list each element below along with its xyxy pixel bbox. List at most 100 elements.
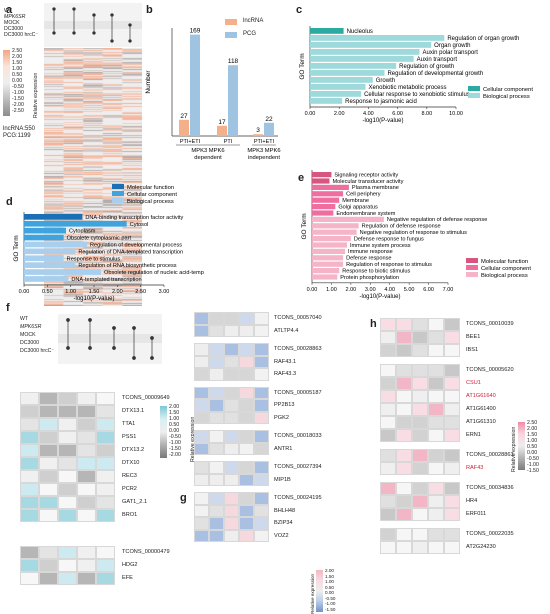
go-bar xyxy=(310,84,366,90)
panel-a-legend-ticks: 2.50 2.00 1.50 1.00 0.50 0.00 -0.50 -1.0… xyxy=(12,48,24,114)
heatmap-cell xyxy=(444,528,460,541)
tick: 2.00 xyxy=(527,426,538,432)
heatmap-cell xyxy=(58,470,77,483)
x-axis-label: -log10(P-value) xyxy=(362,118,403,124)
x-axis-label: -log10(P-value) xyxy=(73,296,114,302)
heatmap-cell xyxy=(444,331,460,344)
heatmap-cell xyxy=(428,403,444,416)
heatmap-cell xyxy=(224,442,239,455)
go-term-label: Cytosol xyxy=(130,222,149,228)
tick: -1.50 xyxy=(527,468,539,474)
heatmap-cell xyxy=(194,492,209,505)
gene-label: IBS1 xyxy=(466,347,479,353)
cond-mpk6sr: MPK6SR xyxy=(20,324,42,330)
heatmap-cell xyxy=(58,559,77,572)
heatmap-cell xyxy=(77,546,96,559)
go-bar xyxy=(24,248,76,255)
go-term-label: Obsolete regulation of nucleic acid-temp… xyxy=(104,270,204,276)
heatmap-cell xyxy=(58,483,77,496)
tick: 1.00 xyxy=(527,438,538,444)
heatmap-block xyxy=(194,386,269,424)
heatmap-cell xyxy=(194,430,209,443)
y-axis-label: GO Term xyxy=(299,53,306,79)
heatmap-block xyxy=(380,318,460,357)
heatmap-cell xyxy=(194,517,209,530)
x-tick-label: PTI xyxy=(224,139,233,145)
go-term-label: Response to biotic stimulus xyxy=(342,268,410,274)
tick: 1.00 xyxy=(169,416,180,422)
heatmap-cell xyxy=(20,572,39,585)
panel-f-conditions: WT MPK6SR MOCK DC3000 DC3000 hrcC⁻ xyxy=(20,316,56,354)
tick: 0.50 xyxy=(527,444,538,450)
go-bar xyxy=(24,269,101,275)
heatmap-cell xyxy=(209,430,224,443)
go-term-label: Golgi apparatus xyxy=(338,204,378,210)
heatmap-cell xyxy=(254,411,269,424)
heatmap-cell xyxy=(444,364,460,377)
gene-label: MIP1B xyxy=(274,476,291,483)
x-tick-label: 0.00 xyxy=(19,289,30,295)
heatmap-cell xyxy=(96,431,115,444)
heatmap-cell xyxy=(380,416,396,429)
heatmap-cell xyxy=(412,462,428,475)
x-tick-label: 2.00 xyxy=(112,289,123,295)
heatmap-cell xyxy=(444,429,460,442)
heatmap-cell xyxy=(239,529,254,542)
heatmap-cell xyxy=(412,508,428,521)
heatmap-cell xyxy=(224,343,239,356)
heatmap-block xyxy=(194,343,269,381)
heatmap-cell xyxy=(58,392,77,405)
go-bar xyxy=(312,229,357,235)
gene-label: ANTR1 xyxy=(274,445,293,452)
go-bar xyxy=(312,191,344,197)
go-term-label: Regulation of growth xyxy=(399,64,454,70)
gene-label: GAT1_2.1 xyxy=(122,499,148,505)
lncrna-count: lncRNA:550 xyxy=(3,126,36,132)
legend-pcg: PCG xyxy=(225,31,263,38)
heatmap-cell xyxy=(224,386,239,399)
heatmap-cell xyxy=(380,390,396,403)
heatmap-cell xyxy=(444,390,460,403)
heatmap-cell xyxy=(209,473,224,486)
heatmap-cell xyxy=(396,449,412,462)
heatmap-cell xyxy=(254,324,269,337)
panel-f-label: f xyxy=(6,302,10,314)
heatmap-cell xyxy=(209,492,224,505)
heatmap-cell xyxy=(239,386,254,399)
heatmap-cell xyxy=(194,411,209,424)
panel-h-colorbar xyxy=(518,422,525,470)
pcg-count: PCG:1199 xyxy=(3,133,31,139)
gene-label: TCONS_00005187 xyxy=(274,389,322,396)
heatmap-cell xyxy=(239,442,254,455)
heatmap-cell xyxy=(39,559,58,572)
panel-g-colorbar xyxy=(316,570,323,612)
go-term-label: Defense response to fungus xyxy=(354,236,424,242)
gene-label: DTX13.2 xyxy=(122,447,145,453)
heatmap-cell xyxy=(96,392,115,405)
go-term-label: Membrane xyxy=(342,198,369,204)
go-term-label: Xenobiotic metabolic process xyxy=(368,85,446,91)
panel-c-label: c xyxy=(296,4,303,16)
heatmap-cell xyxy=(58,572,77,585)
panel-a-colorbar xyxy=(3,50,10,116)
heatmap-cell xyxy=(396,318,412,331)
go-term-label: Signaling receptor activity xyxy=(334,172,398,178)
x-tick-label: 7.00 xyxy=(443,287,454,293)
heatmap-cell xyxy=(77,392,96,405)
heatmap-cell xyxy=(224,430,239,443)
heatmap-cell xyxy=(428,528,444,541)
heatmap-cell xyxy=(428,390,444,403)
heatmap-cell xyxy=(77,431,96,444)
x-tick-label: 10.00 xyxy=(449,111,463,117)
bar-pcg xyxy=(228,65,238,136)
heatmap-cell xyxy=(239,343,254,356)
heatmap-cell xyxy=(194,504,209,517)
go-term-label: Cytoplasm xyxy=(69,229,96,235)
x-tick-label: 6.00 xyxy=(423,287,434,293)
gene-label: AT2G24230 xyxy=(466,544,496,550)
heatmap-cell xyxy=(396,331,412,344)
tick: 0.50 xyxy=(325,584,334,590)
tick: -0.50 xyxy=(12,84,24,90)
panel-a-conditions: WT MPK6SR MOCK DC3000 DC3000 hrcC⁻ xyxy=(4,8,42,38)
heatmap-cell xyxy=(396,403,412,416)
